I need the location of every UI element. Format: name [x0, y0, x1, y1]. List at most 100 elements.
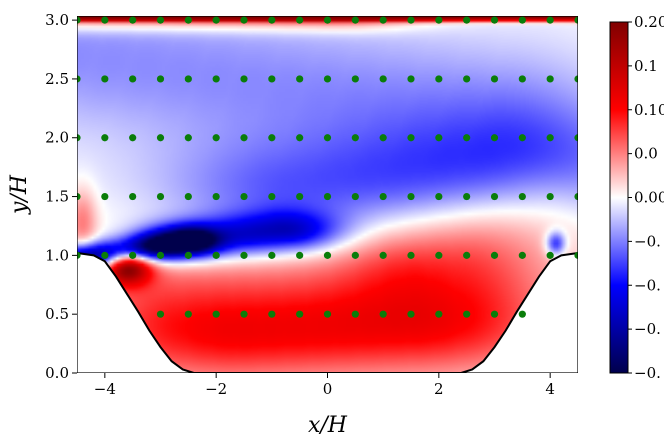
probe-marker — [518, 75, 526, 83]
colorbar-gradient — [609, 21, 629, 374]
probe-marker — [156, 192, 165, 201]
colorbar-tick-label: 0.0 — [634, 145, 658, 163]
colorbar-tick-label: 0.1 — [634, 57, 658, 75]
x-tick-label: 4 — [545, 380, 555, 398]
x-tick-label: −4 — [94, 380, 116, 398]
probe-marker — [574, 251, 578, 259]
probe-marker — [463, 16, 471, 24]
probe-marker — [101, 16, 109, 24]
probe-marker — [407, 134, 415, 142]
y-tick-label: 0.5 — [45, 305, 69, 323]
probe-marker — [518, 134, 526, 142]
probe-marker — [240, 134, 248, 142]
probe-marker — [463, 310, 471, 318]
probe-marker — [240, 75, 248, 83]
probe-marker — [77, 16, 81, 24]
colorbar-ticks: 0.20 0.1 0.10 0.0 0.00 −0. −0. −0. −0. — [628, 13, 664, 382]
colorbar-tick-label: −0. — [634, 232, 661, 250]
probe-marker — [101, 251, 109, 259]
probe-marker — [240, 192, 248, 201]
probe-marker — [323, 134, 332, 142]
probe-marker — [212, 75, 220, 83]
probe-marker — [156, 251, 165, 259]
probe-marker — [435, 310, 443, 318]
probe-marker — [574, 16, 578, 24]
probe-marker — [129, 75, 137, 83]
probe-marker — [268, 16, 276, 24]
probe-marker — [296, 310, 304, 318]
probe-marker — [546, 192, 554, 201]
y-axis-label: y/H — [7, 174, 32, 215]
x-tick-label: 2 — [434, 380, 444, 398]
probe-marker — [518, 16, 526, 24]
probe-marker — [184, 310, 192, 318]
colorbar-tick-label: 0.10 — [634, 101, 664, 119]
probe-marker — [129, 134, 137, 142]
probe-marker — [296, 192, 304, 201]
probe-marker — [463, 75, 471, 83]
probe-marker — [379, 16, 387, 24]
probe-marker — [490, 251, 499, 259]
probe-marker — [518, 192, 526, 201]
y-tick-label: 2.5 — [45, 70, 69, 88]
probe-marker — [323, 192, 332, 201]
probe-marker — [101, 75, 109, 83]
probe-marker — [77, 134, 81, 142]
probe-marker — [574, 192, 578, 201]
probe-marker — [407, 75, 415, 83]
probe-marker — [379, 192, 387, 201]
probe-marker — [77, 251, 81, 259]
y-tick-label: 3.0 — [45, 11, 69, 29]
probe-marker — [101, 192, 109, 201]
probe-marker — [351, 16, 359, 24]
hill-profile-line — [77, 252, 578, 373]
probe-markers — [77, 16, 578, 318]
y-tick-label: 1.5 — [45, 188, 69, 206]
probe-marker — [184, 192, 192, 201]
probe-marker — [407, 310, 415, 318]
x-axis: −4 −2 0 2 4 — [94, 373, 555, 398]
probe-marker — [351, 251, 359, 259]
y-tick-label: 1.0 — [45, 246, 69, 264]
probe-marker — [574, 134, 578, 142]
colorbar-tick-label: −0. — [634, 364, 661, 382]
y-axis: 0.0 0.5 1.0 1.5 2.0 2.5 3.0 — [45, 11, 77, 382]
probe-marker — [129, 251, 137, 259]
probe-marker — [101, 134, 109, 142]
probe-marker — [129, 16, 137, 24]
probe-marker — [184, 16, 192, 24]
probe-marker — [156, 16, 165, 24]
probe-marker — [296, 134, 304, 142]
probe-marker — [435, 192, 443, 201]
probe-marker — [574, 75, 578, 83]
probe-marker — [268, 251, 276, 259]
probe-marker — [240, 251, 248, 259]
probe-marker — [351, 75, 359, 83]
probe-marker — [212, 16, 220, 24]
probe-marker — [184, 134, 192, 142]
probe-marker — [407, 192, 415, 201]
probe-marker — [490, 16, 499, 24]
probe-marker — [323, 310, 332, 318]
probe-marker — [407, 251, 415, 259]
probe-marker — [379, 251, 387, 259]
probe-marker — [490, 310, 499, 318]
probe-marker — [296, 251, 304, 259]
probe-marker — [546, 251, 554, 259]
probe-marker — [323, 16, 332, 24]
probe-marker — [212, 192, 220, 201]
probe-marker — [463, 251, 471, 259]
probe-marker — [463, 134, 471, 142]
probe-marker — [379, 310, 387, 318]
probe-marker — [268, 75, 276, 83]
probe-marker — [546, 134, 554, 142]
probe-marker — [77, 192, 81, 201]
probe-marker — [268, 192, 276, 201]
probe-marker — [156, 310, 165, 318]
probe-marker — [184, 75, 192, 83]
probe-marker — [435, 251, 443, 259]
probe-marker — [184, 251, 192, 259]
probe-marker — [379, 75, 387, 83]
colorbar: 0.20 0.1 0.10 0.0 0.00 −0. −0. −0. −0. — [609, 13, 664, 382]
